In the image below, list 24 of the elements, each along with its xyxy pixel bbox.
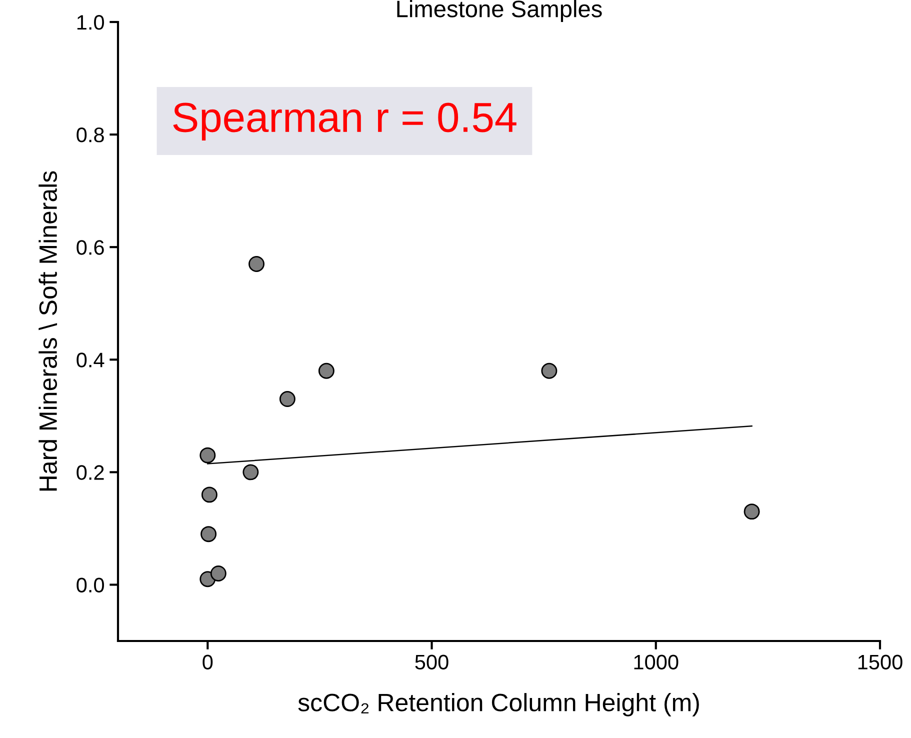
x-tick-label: 0 (202, 654, 213, 670)
point (242, 464, 259, 480)
point (210, 565, 226, 582)
chart-title: Limestone Samples (397, 0, 602, 22)
point (318, 362, 334, 379)
x-axis-title: scCO₂ Retention Column Height (m) (298, 693, 699, 716)
x-tick-label: 1500 (858, 654, 902, 670)
point (744, 504, 760, 520)
x-tick-label: 500 (415, 654, 448, 670)
point (279, 391, 296, 408)
point (248, 256, 264, 272)
point (200, 447, 216, 464)
y-tick-label: 1.0 (77, 15, 104, 30)
y-tick-label: 0.6 (76, 240, 104, 255)
annotation: Spearman r = 0.54 (173, 102, 516, 140)
y-axis-title: Hard Minerals \ Soft Minerals (38, 171, 58, 491)
point (200, 526, 217, 542)
y-tick-label: 0.0 (76, 578, 104, 592)
y-tick-label: 0.8 (76, 128, 104, 142)
point (541, 362, 558, 379)
y-tick-label: 0.2 (76, 465, 104, 480)
x-tick-label: 1000 (634, 654, 678, 670)
point (201, 486, 218, 503)
y-tick-label: 0.4 (76, 352, 104, 368)
